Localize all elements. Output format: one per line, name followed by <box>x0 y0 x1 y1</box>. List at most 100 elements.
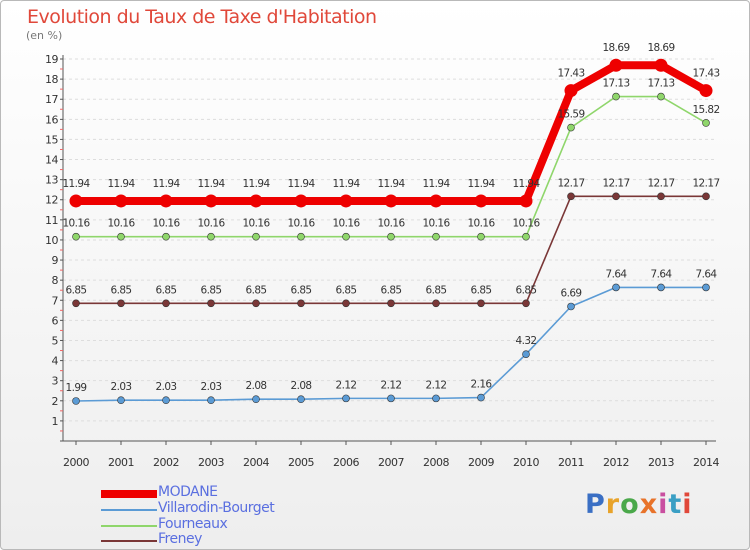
data-point-fourneaux <box>657 92 665 101</box>
data-point-freney <box>432 299 440 308</box>
data-point-freney <box>72 299 80 308</box>
data-label-fourneaux: 10.16 <box>242 218 270 230</box>
data-label-freney: 6.85 <box>201 284 222 296</box>
data-point-fourneaux <box>567 123 575 132</box>
data-label-freney: 12.17 <box>692 177 719 189</box>
data-label-fourneaux: 10.16 <box>332 218 360 230</box>
data-point-freney <box>612 192 620 201</box>
data-point-modane <box>519 194 533 208</box>
data-point-modane <box>249 194 263 208</box>
x-tick-label: 2004 <box>243 456 269 469</box>
logo-letter: r <box>605 489 621 520</box>
legend-label-freney: Freney <box>158 531 202 547</box>
y-tick-label: 16 <box>45 113 58 126</box>
y-tick-label: 1 <box>52 415 59 428</box>
data-point-freney <box>387 299 395 308</box>
data-point-modane <box>474 194 488 208</box>
data-label-villarodin-bourget: 7.64 <box>606 268 628 280</box>
x-tick-label: 2010 <box>513 456 539 469</box>
series-line-fourneaux <box>76 95 707 238</box>
data-label-freney: 6.85 <box>111 284 132 296</box>
data-point-modane <box>114 194 128 208</box>
data-label-modane: 11.94 <box>197 178 225 190</box>
y-tick-label: 11 <box>45 214 58 227</box>
data-point-modane <box>429 194 443 208</box>
data-label-modane: 11.94 <box>512 178 540 190</box>
data-point-fourneaux <box>432 232 440 241</box>
data-label-fourneaux: 10.16 <box>377 218 405 230</box>
y-tick-label: 18 <box>45 73 58 86</box>
data-point-freney <box>162 299 170 308</box>
y-tick-label: 4 <box>52 355 59 368</box>
y-tick-label: 3 <box>52 375 59 388</box>
legend-label-modane: MODANE <box>158 484 218 500</box>
logo-letter: x <box>639 489 659 520</box>
data-point-freney <box>297 299 305 308</box>
data-label-fourneaux: 17.13 <box>647 78 674 90</box>
logo-letter: i <box>658 489 669 520</box>
data-label-villarodin-bourget: 2.12 <box>426 379 447 391</box>
data-point-modane <box>69 194 83 208</box>
data-label-fourneaux: 10.16 <box>287 218 315 230</box>
data-point-freney <box>567 192 575 201</box>
data-point-fourneaux <box>477 232 485 241</box>
data-point-fourneaux <box>297 232 305 241</box>
logo-letter: o <box>620 489 640 520</box>
data-point-modane <box>564 84 578 98</box>
y-tick-label: 8 <box>52 274 59 287</box>
data-point-villarodin-bourget <box>477 393 485 402</box>
data-label-freney: 6.85 <box>156 284 177 296</box>
data-label-villarodin-bourget: 2.03 <box>156 381 177 393</box>
data-point-villarodin-bourget <box>207 396 215 404</box>
legend-swatch-modane <box>101 490 157 498</box>
data-point-villarodin-bourget <box>702 283 710 292</box>
y-tick-label: 17 <box>45 93 58 106</box>
data-point-fourneaux <box>387 232 395 241</box>
data-label-freney: 12.17 <box>647 177 674 189</box>
data-point-villarodin-bourget <box>72 397 80 405</box>
data-label-villarodin-bourget: 2.16 <box>471 379 493 391</box>
x-tick-label: 2001 <box>108 456 134 469</box>
y-tick-label: 9 <box>52 254 59 267</box>
legend-swatch-villarodin-bourget <box>101 509 157 511</box>
legend-label-fourneaux: Fourneaux <box>158 516 228 532</box>
data-point-villarodin-bourget <box>162 396 170 404</box>
data-point-modane <box>699 84 713 98</box>
data-label-fourneaux: 15.59 <box>557 109 584 121</box>
y-tick-label: 12 <box>45 194 58 207</box>
data-label-modane: 11.94 <box>152 178 180 190</box>
data-point-fourneaux <box>252 232 260 241</box>
data-point-villarodin-bourget <box>657 283 665 292</box>
x-tick-label: 2005 <box>288 456 314 469</box>
data-point-modane <box>384 194 398 208</box>
data-label-freney: 12.17 <box>602 177 629 189</box>
x-tick-label: 2003 <box>198 456 224 469</box>
data-point-modane <box>339 194 353 208</box>
data-label-villarodin-bourget: 2.12 <box>336 379 357 391</box>
data-label-villarodin-bourget: 2.03 <box>111 381 132 393</box>
legend-swatch-fourneaux <box>101 525 157 527</box>
data-label-villarodin-bourget: 7.64 <box>696 268 718 280</box>
y-tick-label: 6 <box>52 314 59 327</box>
data-point-fourneaux <box>342 232 350 241</box>
data-label-freney: 6.85 <box>516 284 537 296</box>
x-tick-label: 2007 <box>378 456 404 469</box>
data-point-freney <box>207 299 215 308</box>
data-label-modane: 11.94 <box>377 178 405 190</box>
data-label-fourneaux: 10.16 <box>107 218 135 230</box>
legend-swatch-freney <box>101 540 157 542</box>
y-tick-label: 2 <box>52 395 59 408</box>
data-point-modane <box>204 194 218 208</box>
data-label-modane: 17.43 <box>557 68 584 80</box>
y-tick-label: 14 <box>45 154 58 167</box>
logo-letter: i <box>682 489 693 520</box>
y-tick-label: 10 <box>45 234 58 247</box>
logo-letter: t <box>668 489 683 520</box>
data-point-villarodin-bourget <box>342 394 350 403</box>
data-label-villarodin-bourget: 2.08 <box>246 380 267 392</box>
data-point-villarodin-bourget <box>297 395 305 403</box>
data-label-villarodin-bourget: 2.08 <box>291 380 312 392</box>
data-label-modane: 18.69 <box>602 42 629 54</box>
data-label-fourneaux: 10.16 <box>467 218 495 230</box>
